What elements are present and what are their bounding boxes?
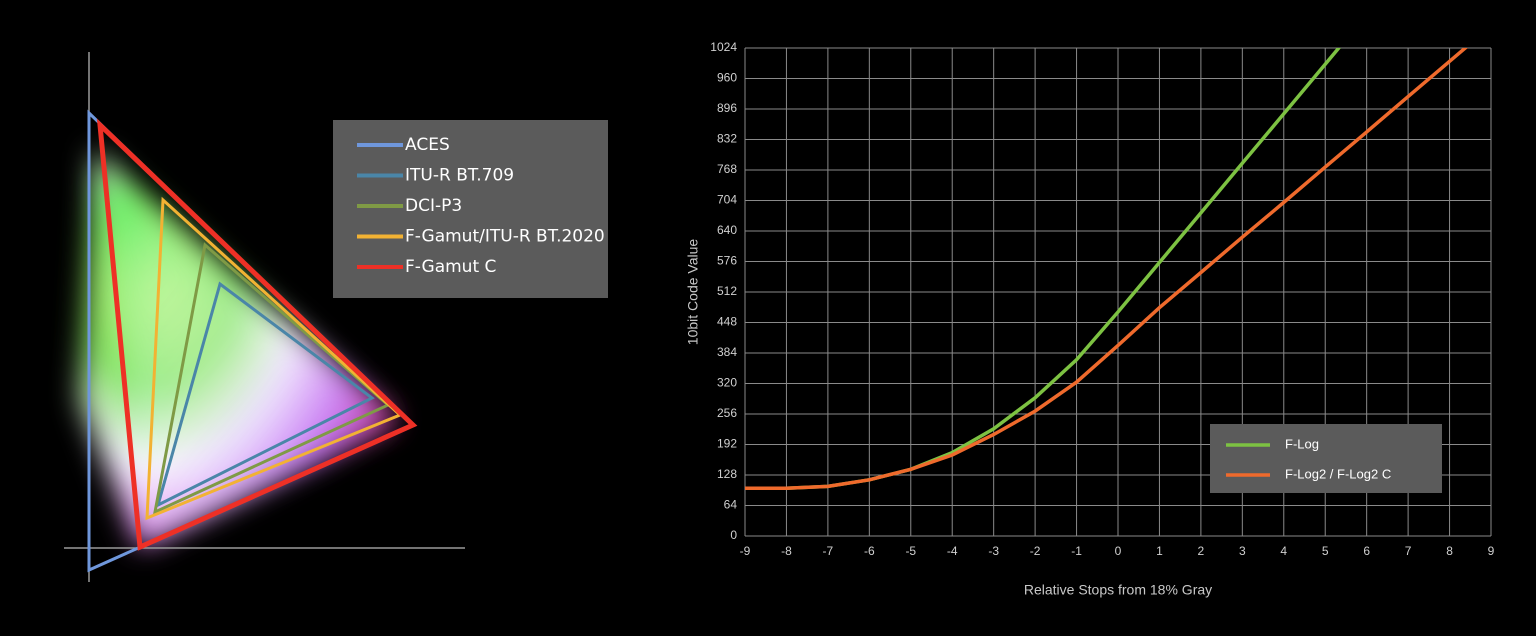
gamut-triangle — [152, 242, 391, 515]
line-series — [745, 48, 1342, 491]
y-tick-label: 192 — [717, 437, 737, 451]
legend-label: F-Log — [1285, 436, 1319, 451]
y-tick-label: 320 — [717, 376, 737, 390]
y-tick-label: 256 — [717, 406, 737, 420]
y-tick-label: 448 — [717, 315, 737, 329]
x-tick-label: 6 — [1363, 544, 1370, 558]
gamut-triangle — [145, 196, 403, 521]
legend-label: ACES — [405, 135, 450, 155]
y-tick-label: 64 — [724, 498, 738, 512]
x-tick-label: -5 — [905, 544, 916, 558]
x-tick-label: 1 — [1156, 544, 1163, 558]
y-tick-label: 640 — [717, 223, 737, 237]
x-tick-label: -6 — [864, 544, 875, 558]
x-tick-label: 7 — [1405, 544, 1412, 558]
legend-label: F-Log2 / F-Log2 C — [1285, 466, 1391, 481]
plot-area — [745, 48, 1468, 491]
y-tick-label: 896 — [717, 101, 737, 115]
x-tick-label: -2 — [1030, 544, 1041, 558]
gamut-diagram — [64, 52, 465, 582]
legend-label: ITU-R BT.709 — [405, 166, 514, 186]
x-tick-label: 0 — [1115, 544, 1122, 558]
line-series — [745, 48, 1468, 491]
y-tick-label: 832 — [717, 132, 737, 146]
x-tick-label: -3 — [988, 544, 999, 558]
y-tick-label: 576 — [717, 254, 737, 268]
x-tick-label: 2 — [1198, 544, 1205, 558]
x-tick-label: -4 — [947, 544, 958, 558]
x-tick-label: -7 — [823, 544, 834, 558]
y-tick-label: 384 — [717, 345, 737, 359]
x-tick-label: 3 — [1239, 544, 1246, 558]
y-axis-label: 10bit Code Value — [685, 239, 701, 346]
y-tick-label: 0 — [730, 528, 737, 542]
y-tick-label: 128 — [717, 467, 737, 481]
y-tick-label: 512 — [717, 284, 737, 298]
legend-box — [1210, 424, 1442, 493]
gamut-triangle — [155, 281, 375, 508]
x-tick-label: 4 — [1280, 544, 1287, 558]
y-tick-label: 768 — [717, 162, 737, 176]
x-tick-label: 9 — [1488, 544, 1495, 558]
legend-label: F-Gamut C — [405, 257, 496, 277]
x-tick-label: -8 — [781, 544, 792, 558]
y-tick-label: 704 — [717, 193, 737, 207]
legend-label: DCI-P3 — [405, 196, 462, 216]
y-tick-label: 960 — [717, 71, 737, 85]
gamut-triangle — [96, 118, 418, 551]
x-tick-label: 8 — [1446, 544, 1453, 558]
x-axis-label: Relative Stops from 18% Gray — [1024, 582, 1212, 598]
x-tick-label: 5 — [1322, 544, 1329, 558]
legend-label: F-Gamut/ITU-R BT.2020 — [405, 227, 605, 247]
y-tick-label: 1024 — [710, 40, 737, 54]
x-tick-label: -9 — [740, 544, 751, 558]
x-tick-label: -1 — [1071, 544, 1082, 558]
